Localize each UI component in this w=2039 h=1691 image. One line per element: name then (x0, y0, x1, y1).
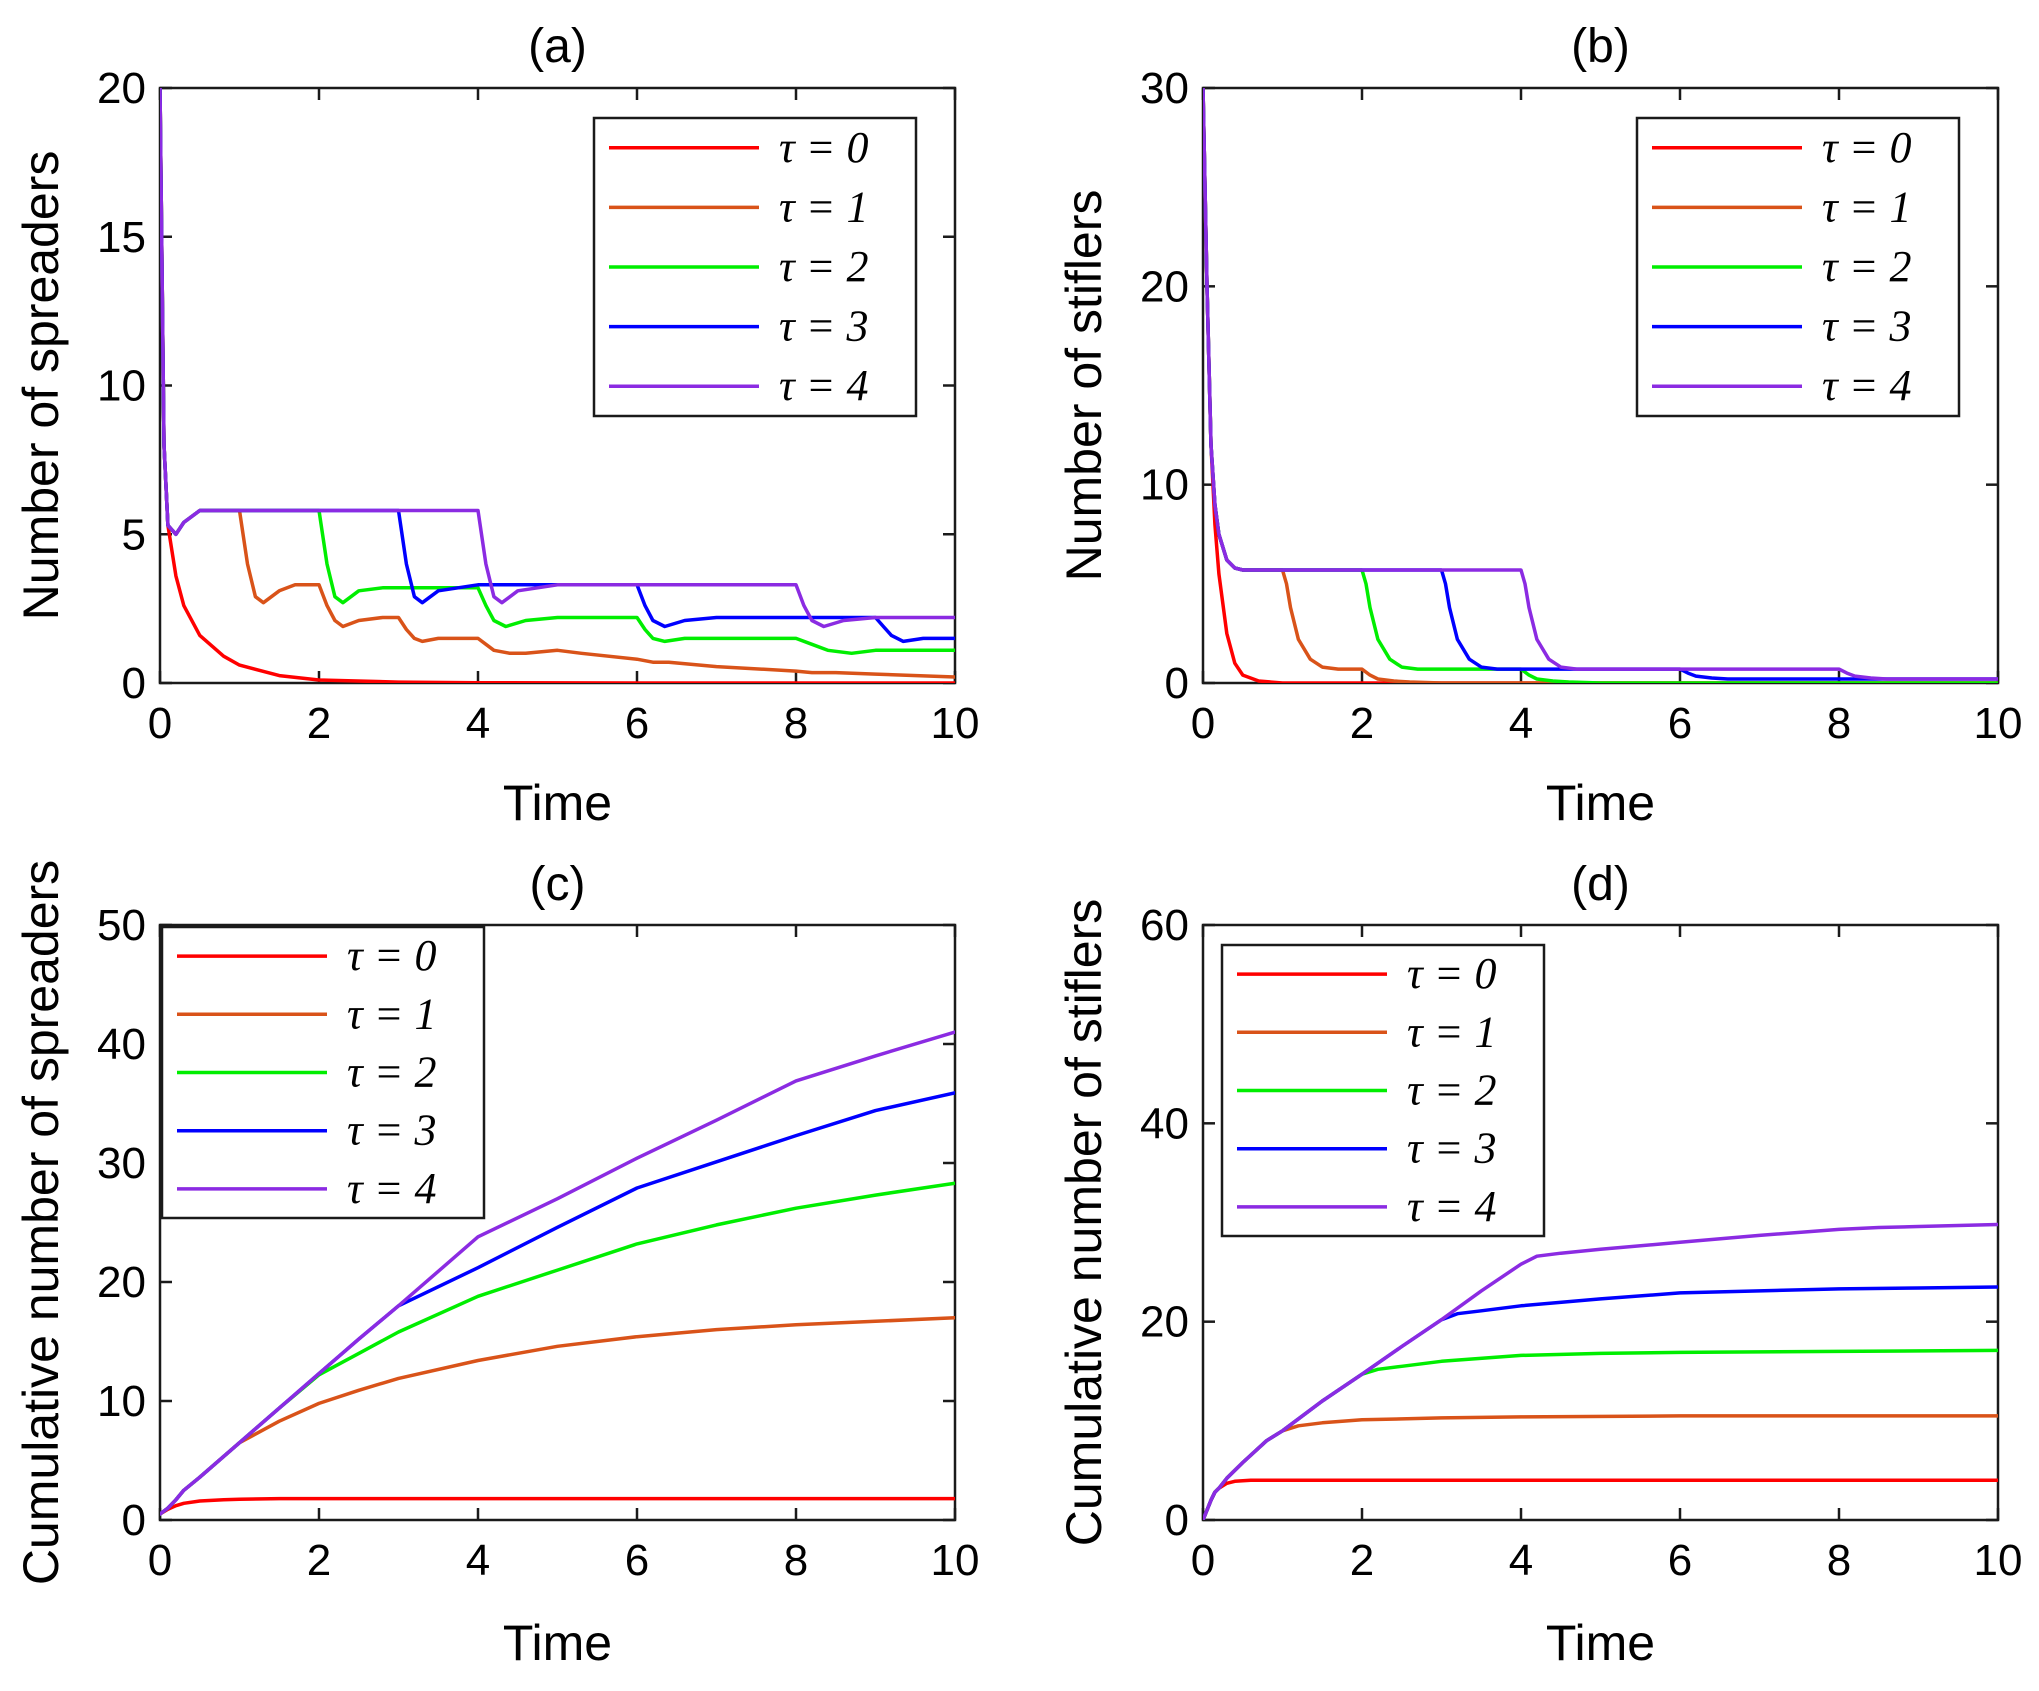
legend-label-tau2: τ = 2 (1407, 1066, 1496, 1115)
y-tick-label: 0 (122, 1496, 146, 1545)
legend-label-tau3: τ = 3 (1407, 1124, 1496, 1173)
legend: τ = 0 τ = 1 τ = 2 τ = 3 τ = 4 (1220, 943, 1546, 1238)
x-tick-label: 0 (148, 1536, 172, 1585)
legend: τ = 0 τ = 1 τ = 2 τ = 3 τ = 4 (592, 116, 918, 418)
x-tick-label: 8 (784, 699, 808, 748)
series-line-tau4 (1203, 88, 1998, 681)
series-line-tau4 (1203, 1222, 1998, 1520)
y-tick-label: 20 (97, 64, 146, 113)
y-tick-label: 0 (1165, 1496, 1189, 1545)
y-tick-label: 60 (1140, 901, 1189, 950)
y-tick-label: 40 (97, 1020, 146, 1069)
series-line-tau4 (160, 88, 955, 629)
x-tick-label: 6 (625, 1536, 649, 1585)
x-tick-label: 0 (1191, 699, 1215, 748)
x-axis-label: Time (1546, 1615, 1655, 1671)
x-tick-label: 0 (1191, 1536, 1215, 1585)
panel-c: 0 2 4 6 8 10 0 10 20 30 40 50 (c) Time Cumulative numb… (13, 858, 979, 1671)
x-tick-label: 2 (307, 1536, 331, 1585)
legend-label-tau2: τ = 2 (347, 1048, 436, 1097)
y-tick-label: 0 (122, 659, 146, 708)
x-tick-label: 4 (466, 699, 490, 748)
x-tick-label: 10 (931, 699, 980, 748)
panel-title: (c) (530, 858, 586, 911)
legend-label-tau3: τ = 3 (779, 302, 868, 351)
y-tick-label: 10 (97, 1377, 146, 1426)
legend-label-tau0: τ = 0 (1407, 949, 1496, 998)
panel-b: 0 2 4 6 8 10 0 10 20 30 (b) Time Number of stiflers τ… (1056, 20, 2022, 831)
x-tick-label: 8 (1827, 699, 1851, 748)
panel-title: (a) (528, 20, 587, 73)
y-tick-label: 40 (1140, 1099, 1189, 1148)
legend-label-tau4: τ = 4 (1407, 1182, 1496, 1231)
y-tick-label: 10 (97, 362, 146, 411)
y-tick-label: 10 (1140, 461, 1189, 510)
y-tick-label: 5 (122, 510, 146, 559)
x-tick-label: 10 (1974, 699, 2023, 748)
panel-d: 0 2 4 6 8 10 0 20 40 60 (d) Time Cumulative number o… (1056, 858, 2022, 1671)
y-tick-label: 20 (1140, 1298, 1189, 1347)
legend-label-tau1: τ = 1 (347, 989, 436, 1038)
legend-label-tau0: τ = 0 (779, 123, 868, 172)
x-tick-label: 8 (784, 1536, 808, 1585)
x-tick-label: 6 (1668, 699, 1692, 748)
y-axis-label: Cumulative number of stiflers (1056, 899, 1112, 1546)
y-tick-label: 30 (97, 1139, 146, 1188)
y-tick-label: 15 (97, 213, 146, 262)
legend-label-tau0: τ = 0 (347, 931, 436, 980)
x-tick-label: 2 (1350, 699, 1374, 748)
x-tick-label: 4 (1509, 1536, 1533, 1585)
legend-label-tau3: τ = 3 (347, 1106, 436, 1155)
legend: τ = 0 τ = 1 τ = 2 τ = 3 τ = 4 (1635, 116, 1961, 418)
x-tick-label: 2 (307, 699, 331, 748)
series-line-tau0 (160, 1496, 955, 1516)
x-tick-label: 10 (931, 1536, 980, 1585)
panel-title: (d) (1571, 858, 1630, 911)
y-tick-label: 0 (1165, 659, 1189, 708)
legend-label-tau0: τ = 0 (1822, 123, 1911, 172)
x-tick-label: 4 (1509, 699, 1533, 748)
x-tick-label: 0 (148, 699, 172, 748)
legend-label-tau2: τ = 2 (1822, 242, 1911, 291)
y-tick-label: 50 (97, 901, 146, 950)
x-tick-label: 6 (625, 699, 649, 748)
legend-label-tau1: τ = 1 (779, 182, 868, 231)
y-tick-label: 20 (1140, 262, 1189, 311)
series-line-tau4 (160, 1030, 955, 1516)
legend-label-tau1: τ = 1 (1822, 182, 1911, 231)
legend-label-tau4: τ = 4 (347, 1164, 436, 1213)
legend: τ = 0 τ = 1 τ = 2 τ = 3 τ = 4 (160, 925, 486, 1220)
y-axis-label: Cumulative number of spreaders (13, 860, 69, 1585)
panel-title: (b) (1571, 20, 1630, 73)
legend-label-tau1: τ = 1 (1407, 1007, 1496, 1056)
panel-a: 0 2 4 6 8 10 0 5 10 15 20 (a) Time Number of spreader… (13, 20, 979, 831)
x-axis-label: Time (503, 1615, 612, 1671)
series-line-tau0 (160, 88, 955, 683)
x-tick-label: 8 (1827, 1536, 1851, 1585)
legend-label-tau4: τ = 4 (1822, 361, 1911, 410)
legend-label-tau4: τ = 4 (779, 361, 868, 410)
y-axis-label: Number of stiflers (1056, 190, 1112, 582)
legend-label-tau3: τ = 3 (1822, 302, 1911, 351)
x-axis-label: Time (503, 775, 612, 831)
legend-label-tau2: τ = 2 (779, 242, 868, 291)
x-tick-label: 2 (1350, 1536, 1374, 1585)
y-axis-label: Number of spreaders (13, 151, 69, 621)
x-tick-label: 10 (1974, 1536, 2023, 1585)
y-tick-label: 30 (1140, 64, 1189, 113)
y-tick-label: 20 (97, 1258, 146, 1307)
x-tick-label: 6 (1668, 1536, 1692, 1585)
x-tick-label: 4 (466, 1536, 490, 1585)
x-axis-label: Time (1546, 775, 1655, 831)
